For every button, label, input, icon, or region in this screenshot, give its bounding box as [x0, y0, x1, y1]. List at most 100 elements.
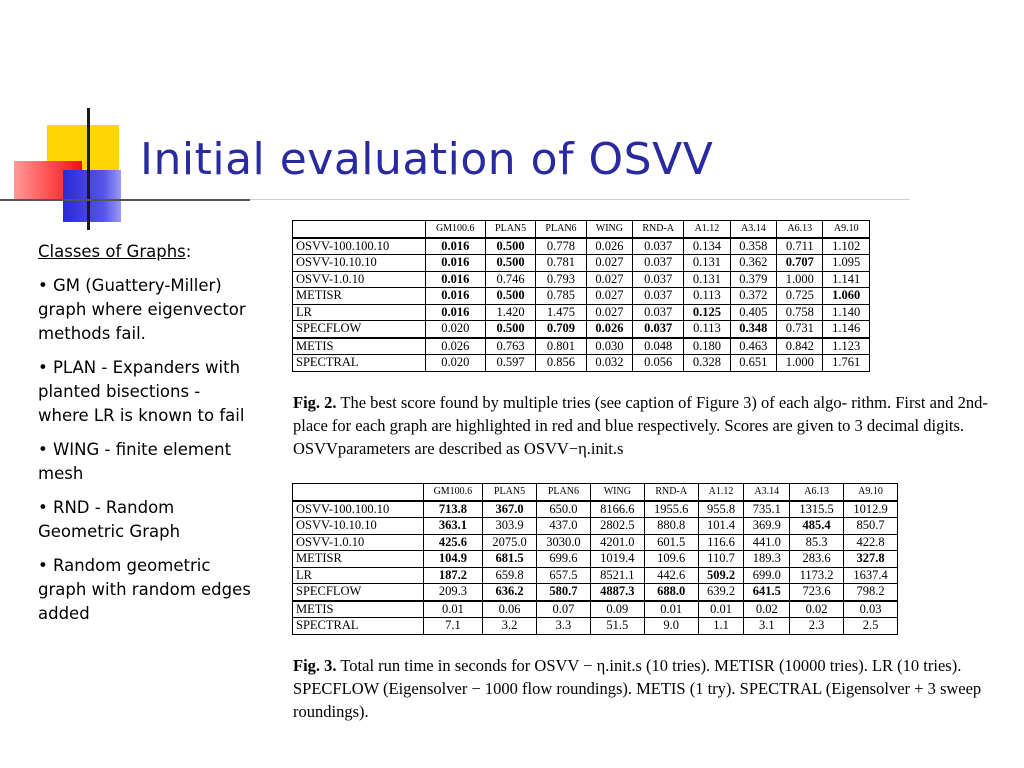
table-cell: 0.06 [482, 599, 537, 618]
table-cell: 1.475 [535, 303, 587, 321]
row-label: OSVV-10.10.10 [292, 517, 424, 535]
table-cell: 0.016 [424, 287, 486, 305]
table-cell: 0.037 [632, 320, 685, 338]
table-cell: 699.0 [743, 566, 791, 584]
table-cell: 0.731 [776, 320, 824, 338]
table-cell: 0.037 [632, 236, 685, 255]
table-cell: 0.016 [424, 254, 486, 272]
table-cell: 0.027 [585, 303, 634, 321]
table-header-row: GM100.6 PLAN5 PLAN6 WING RND-A A1.12 A3.14 A6.1… [292, 220, 870, 238]
column-header: RND-A [632, 220, 685, 238]
table-row: OSVV-10.10.10 363.1 303.9 437.0 2802.5 880.8 1… [292, 517, 898, 535]
horizontal-rule-light-decoration [250, 199, 910, 200]
table-cell: 0.500 [484, 287, 537, 305]
table-header-row: GM100.6 PLAN5 PLAN6 WING RND-A A1.12 A3.14 A6.1… [292, 483, 898, 501]
column-header: A1.12 [683, 220, 731, 238]
table-cell: 0.020 [424, 354, 486, 372]
table-cell: 657.5 [535, 566, 591, 584]
table-cell: 0.016 [424, 270, 486, 288]
slide-title: Initial evaluation of OSVV [140, 134, 714, 185]
column-header: PLAN5 [484, 220, 537, 238]
table-row: OSVV-10.10.10 0.016 0.500 0.781 0.027 0.037 0.… [292, 254, 870, 272]
table-cell: 9.0 [643, 617, 699, 635]
table-cell: 636.2 [482, 583, 537, 601]
table-cell: 0.056 [632, 354, 685, 372]
table-cell: 723.6 [789, 583, 845, 601]
table-cell: 104.9 [422, 550, 484, 568]
table-cell: 189.3 [743, 550, 791, 568]
table-cell: 0.785 [535, 287, 587, 305]
fig3-text: Total run time in seconds for OSVV − η.i… [293, 656, 982, 721]
table-cell: 4887.3 [589, 583, 645, 601]
table-cell: 0.125 [683, 303, 731, 321]
fig3-caption: Fig. 3. Total run time in seconds for OS… [293, 654, 1013, 723]
table-cell: 0.856 [535, 354, 587, 372]
table-cell: 0.02 [743, 599, 791, 618]
table-cell: 1637.4 [843, 566, 898, 584]
table-cell: 422.8 [843, 533, 898, 551]
table-cell: 0.500 [484, 254, 537, 272]
column-header: A3.14 [729, 220, 778, 238]
table-cell: 442.6 [643, 566, 699, 584]
table-cell: 8166.6 [589, 499, 645, 518]
table-cell: 0.037 [632, 287, 685, 305]
table-cell: 688.0 [643, 583, 699, 601]
table-row: SPECFLOW 209.3 636.2 580.7 4887.3 688.0 639.2 6… [292, 583, 898, 601]
table-cell: 1.102 [822, 236, 870, 255]
table-cell: 367.0 [482, 499, 537, 518]
table-cell: 3.3 [535, 617, 591, 635]
table-cell: 0.01 [422, 599, 484, 618]
table-cell: 0.405 [729, 303, 778, 321]
table-cell: 4201.0 [589, 533, 645, 551]
table-cell: 0.463 [729, 336, 778, 355]
table-cell: 0.032 [585, 354, 634, 372]
row-label: METIS [292, 599, 424, 618]
row-label: LR [292, 566, 424, 584]
table-cell: 0.651 [729, 354, 778, 372]
table-cell: 2802.5 [589, 517, 645, 535]
table-cell: 0.801 [535, 336, 587, 355]
table-cell: 0.037 [632, 254, 685, 272]
horizontal-rule-decoration [0, 199, 250, 201]
table-cell: 0.016 [424, 236, 486, 255]
table-row: OSVV-1.0.10 425.6 2075.0 3030.0 4201.0 601.5 1… [292, 533, 898, 551]
table-cell: 0.793 [535, 270, 587, 288]
list-item: • WING - finite element mesh [38, 440, 232, 483]
column-header: WING [589, 483, 645, 501]
table-cell: 0.348 [729, 320, 778, 338]
table-cell: 1.060 [822, 287, 870, 305]
run-time-table: GM100.6 PLAN5 PLAN6 WING RND-A A1.12 A3.14 A6.1… [292, 483, 898, 635]
table-cell: 0.01 [643, 599, 699, 618]
table-cell: 1.095 [822, 254, 870, 272]
row-label: LR [292, 303, 426, 321]
table-cell: 0.030 [585, 336, 634, 355]
column-header: A6.13 [789, 483, 845, 501]
row-label: METISR [292, 287, 426, 305]
table-cell: 1955.6 [643, 499, 699, 518]
column-header: PLAN5 [482, 483, 537, 501]
table-cell: 0.758 [776, 303, 824, 321]
table-cell: 369.9 [743, 517, 791, 535]
table-cell: 1173.2 [789, 566, 845, 584]
table-cell: 0.500 [484, 236, 537, 255]
fig3-label: Fig. 3. [293, 656, 337, 675]
table-cell: 3030.0 [535, 533, 591, 551]
fig2-text: The best score found by multiple tries (… [293, 393, 988, 458]
table-cell: 209.3 [422, 583, 484, 601]
table-row: SPECTRAL 0.020 0.597 0.856 0.032 0.056 0.328 0.… [292, 354, 870, 372]
table-cell: 0.134 [683, 236, 731, 255]
table-row: OSVV-1.0.10 0.016 0.746 0.793 0.027 0.037 0.13… [292, 270, 870, 288]
table-cell: 601.5 [643, 533, 699, 551]
list-item: • GM (Guattery-Miller) graph where eigen… [38, 276, 246, 343]
graph-classes-list: Classes of Graphs: • GM (Guattery-Miller… [38, 240, 253, 636]
table-cell: 1.140 [822, 303, 870, 321]
table-cell: 699.6 [535, 550, 591, 568]
column-header: PLAN6 [535, 220, 587, 238]
table-cell: 116.6 [697, 533, 745, 551]
table-cell: 101.4 [697, 517, 745, 535]
table-cell: 0.180 [683, 336, 731, 355]
row-label: SPECTRAL [292, 617, 424, 635]
list-item: • PLAN - Expanders with planted bisectio… [38, 358, 245, 425]
table-cell: 2.3 [789, 617, 845, 635]
table-row: SPECTRAL 7.1 3.2 3.3 51.5 9.0 1.1 3.1 2.3 2.5 [292, 617, 898, 635]
